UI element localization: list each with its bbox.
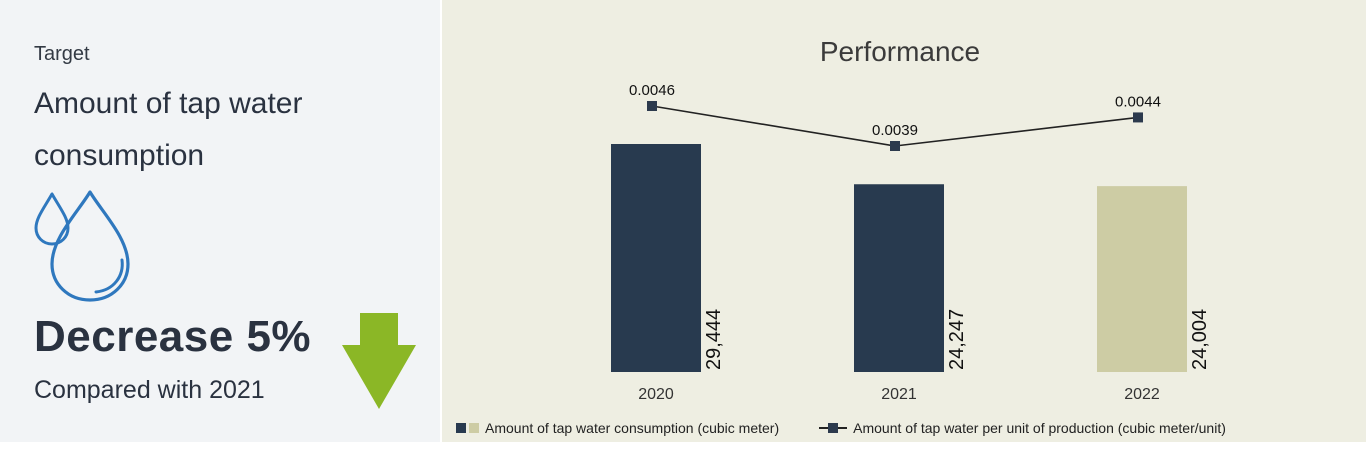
chart-canvas: Performance 29,444 2020 24,247 2021 24,004 20…	[611, 36, 1211, 403]
legend-swatch-light	[469, 423, 479, 433]
line-marker-2021	[890, 141, 900, 151]
legend-item-per-unit: Amount of tap water per unit of producti…	[819, 420, 1226, 436]
bar-2022	[1097, 186, 1187, 372]
summary-panel: Target Amount of tap water consumption D…	[0, 0, 440, 442]
line-marker-2022	[1133, 112, 1143, 123]
legend-item-consumption: Amount of tap water consumption (cubic m…	[456, 420, 779, 436]
target-label: Target	[34, 43, 90, 65]
legend-swatch-dark	[456, 423, 466, 433]
chart-title: Performance	[820, 36, 980, 67]
line-marker-2020	[647, 101, 657, 111]
chart-legend: Amount of tap water consumption (cubic m…	[456, 418, 1266, 438]
bar-2021	[854, 184, 944, 372]
legend-label-consumption: Amount of tap water consumption (cubic m…	[485, 420, 780, 436]
x-tick-label-2020: 2020	[638, 386, 674, 403]
decrease-headline: Decrease 5%	[34, 312, 312, 361]
bar-value-label-2020: 29,444	[703, 309, 725, 370]
line-value-label-2022: 0.0044	[1115, 93, 1161, 110]
line-value-label-2021: 0.0039	[872, 122, 918, 139]
x-tick-label-2022: 2022	[1124, 386, 1160, 403]
comparison-text: Compared with 2021	[34, 376, 265, 404]
down-arrow-icon	[342, 313, 416, 409]
bar-value-label-2022: 24,004	[1189, 309, 1211, 370]
water-drops-icon	[34, 190, 130, 302]
legend-label-per-unit: Amount of tap water per unit of producti…	[853, 420, 1226, 436]
bar-value-label-2021: 24,247	[946, 309, 968, 370]
performance-chart: Performance 29,444 2020 24,247 2021 24,004 20…	[442, 0, 1366, 442]
x-tick-label-2021: 2021	[881, 386, 917, 403]
line-value-label-2020: 0.0046	[629, 82, 675, 99]
legend-line-marker	[819, 423, 848, 433]
target-title: Amount of tap water consumption	[34, 87, 303, 172]
bar-2020	[611, 144, 701, 372]
